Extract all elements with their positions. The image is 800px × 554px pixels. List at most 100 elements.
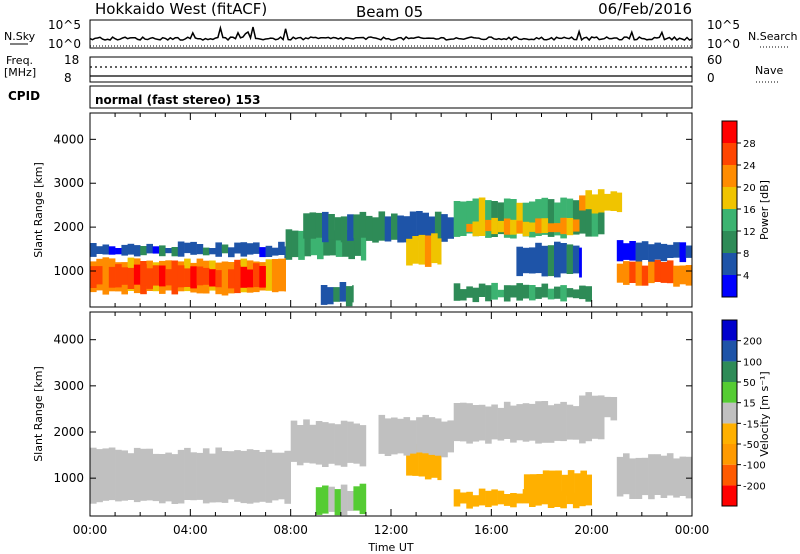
power-cell [472,287,480,303]
power-cell [648,260,655,284]
ytick-label: 1000 [53,471,84,485]
power-cell [497,289,505,298]
velocity-cell [579,395,586,416]
power-region [285,229,367,261]
colorbar-tick-label: 20 [743,183,756,194]
velocity-cell [572,406,580,440]
power-cell [547,223,555,233]
power-cell [348,234,355,260]
freq-unit-label: [MHz] [4,66,36,79]
power-cell [215,242,222,257]
radar-title: Hokkaido West (fitACF) [95,0,267,18]
power-ylabel: Slant Range [km] [32,162,45,258]
power-cell [554,202,561,236]
velocity-cell [453,489,461,507]
power-region [466,217,580,237]
power-cell [152,246,160,254]
power-cell [478,283,486,297]
power-cell [339,282,347,302]
freq-panel: Freq. [MHz] Nave 18 8 60 0 [4,53,783,85]
power-cell [510,219,517,235]
power-cell [685,245,693,258]
power-cell [422,212,429,240]
colorbar-swatch [722,423,737,444]
colorbar-tick-label: -200 [743,481,766,492]
velocity-cell [566,404,574,440]
colorbar-swatch [722,485,737,506]
velocity-cell [510,405,517,443]
velocity-cell [431,447,438,478]
velocity-cell [547,492,555,508]
power-cell [554,241,561,278]
colorbar-tick-label: -50 [743,440,759,451]
velocity-cell [554,403,561,441]
power-cell [616,192,623,213]
velocity-cell [391,417,398,455]
power-cell [572,200,580,235]
power-cell [491,217,498,235]
power-cell [234,265,241,286]
velocity-cell [177,449,185,504]
power-cell [623,261,630,285]
velocity-cell [228,451,235,500]
velocity-cell [441,421,448,458]
velocity-cell [549,470,556,497]
power-cell [535,199,542,236]
power-cell [412,236,419,264]
velocity-cell [529,490,536,507]
power-cell [333,287,340,302]
velocity-cell [284,450,291,504]
power-cell [560,285,567,302]
velocity-cell [384,418,392,456]
power-cell [365,215,373,241]
velocity-region [616,453,693,500]
velocity-cell [259,452,266,502]
power-cell [342,230,349,257]
power-cell [566,244,574,274]
power-cell [460,201,467,236]
velocity-cell [406,442,413,476]
power-cell [391,213,398,240]
power-cell [177,241,185,257]
power-cell [372,217,379,243]
power-cell [623,243,630,260]
power-cell [271,247,279,256]
power-cell [503,285,511,302]
velocity-cell [102,448,110,501]
power-cell [209,269,216,287]
power-cell [115,248,122,255]
velocity-cell [353,423,360,464]
power-cell [340,216,348,243]
power-cell [246,243,254,255]
velocity-cell [485,490,492,508]
velocity-cell [221,451,229,503]
velocity-cell [322,422,329,467]
x-tick-label: 20:00 [574,523,609,537]
velocity-cell [597,403,605,440]
velocity-cell [530,474,537,495]
velocity-cell [171,454,179,504]
velocity-cell [610,397,618,421]
noise-ytick-bottom: 10^0 [48,37,81,51]
power-region [616,240,693,263]
velocity-cell [140,448,147,501]
velocity-cell [516,404,523,441]
velocity-cell [265,449,273,503]
velocity-cell [491,404,498,440]
velocity-cell [303,419,310,463]
power-cell [554,286,561,299]
power-cell [560,217,567,235]
velocity-cell [416,417,423,453]
velocity-cell [334,424,342,466]
velocity-cell [654,454,661,495]
power-cell [265,245,273,257]
ytick-label: 4000 [53,333,84,347]
velocity-cell [437,445,442,481]
velocity-cell [418,449,426,477]
power-cell [591,201,599,237]
power-cell [115,264,122,288]
velocity-cell [322,485,329,514]
velocity-cell [340,420,348,467]
power-cell [679,242,687,263]
velocity-cell [547,405,555,443]
